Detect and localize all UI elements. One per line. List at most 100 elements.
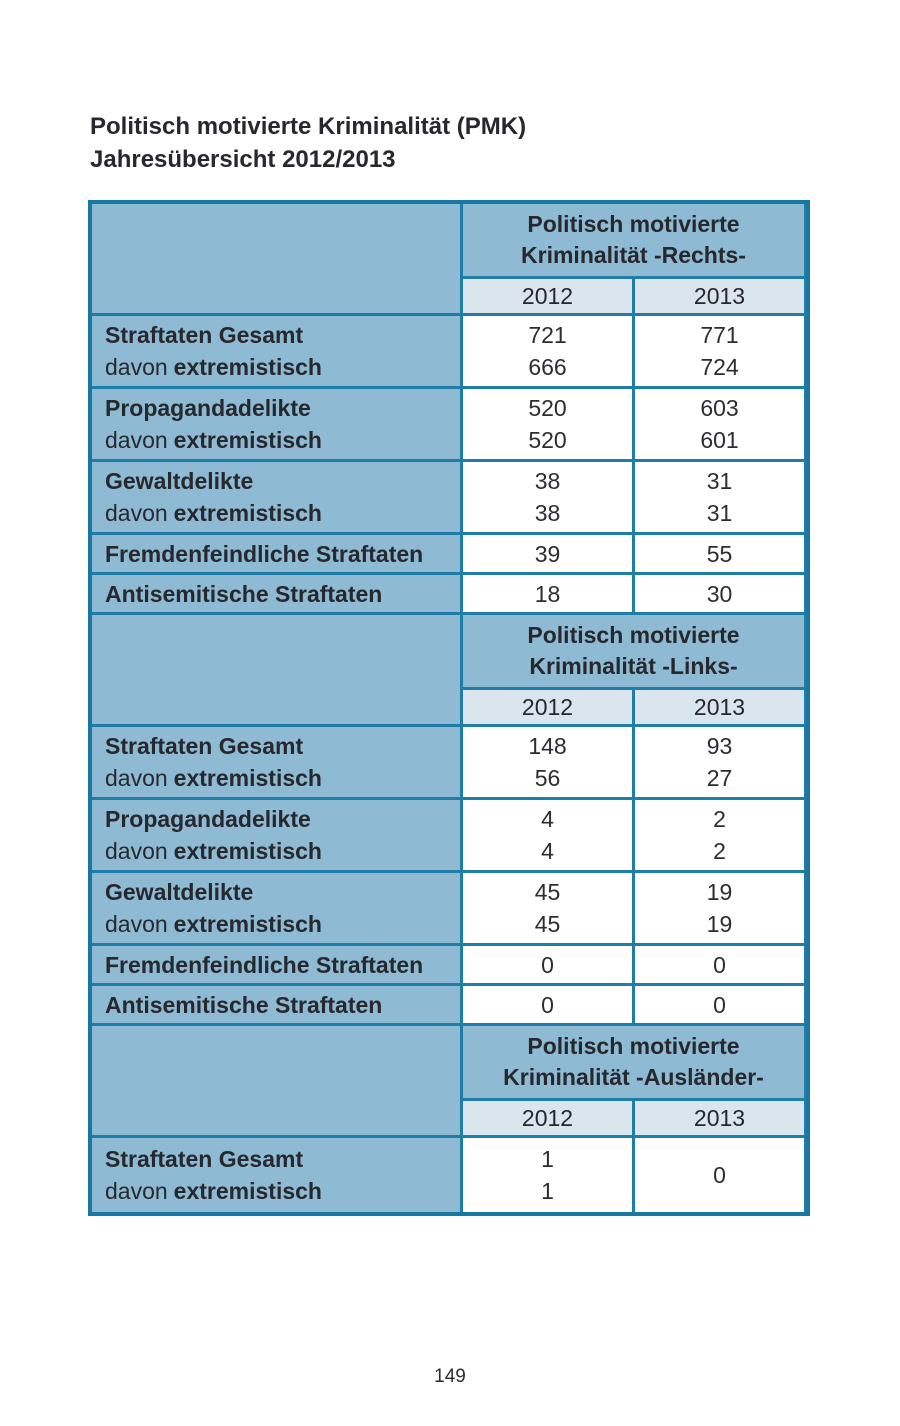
spacer-cell-links: [92, 615, 460, 724]
row-label-sub: davon extremistisch: [105, 497, 460, 529]
page-number: 149: [434, 1366, 466, 1387]
year-header-2013: 2013: [635, 690, 804, 724]
value-line: 56: [534, 765, 561, 791]
value-line: 45: [534, 911, 561, 937]
value-line: 4: [541, 806, 554, 832]
spacer-cell-rechts: [92, 204, 460, 313]
row-label-sub: davon extremistisch: [105, 351, 460, 383]
sub-prefix: davon: [105, 911, 168, 937]
row-label-main: Gewaltdelikte: [105, 879, 254, 905]
value-line: 27: [706, 765, 733, 791]
value-cell-2012: 520 520: [463, 389, 632, 459]
section-header-auslaender: Politisch motivierte Kriminalität -Auslä…: [463, 1026, 804, 1098]
sub-prefix: davon: [105, 354, 168, 380]
value-line: 771: [700, 322, 739, 348]
pmk-statistics-table: Politisch motivierte Kriminalität -Recht…: [88, 200, 810, 1216]
value-line: 38: [534, 468, 561, 494]
value-cell-2013: 31 31: [635, 462, 804, 532]
row-label-gewaltdelikte: Gewaltdelikte davon extremistisch: [92, 462, 460, 532]
value-line: 18: [534, 580, 561, 607]
sub-bold: extremistisch: [173, 1178, 322, 1204]
row-label-propagandadelikte: Propagandadelikte davon extremistisch: [92, 389, 460, 459]
value-line: 520: [528, 395, 567, 421]
value-cell-2013: 55: [635, 535, 804, 572]
value-line: 0: [713, 951, 726, 978]
value-line: 31: [706, 468, 733, 494]
value-cell-2012: 38 38: [463, 462, 632, 532]
value-line: 30: [706, 580, 733, 607]
row-label-straftaten-gesamt: Straftaten Gesamt davon extremistisch: [92, 727, 460, 797]
row-label-sub: davon extremistisch: [105, 424, 460, 456]
value-line: 2: [713, 838, 726, 864]
value-cell-2012: 721 666: [463, 316, 632, 386]
value-line: 0: [541, 951, 554, 978]
value-cell-2012: 148 56: [463, 727, 632, 797]
value-cell-2012: 4 4: [463, 800, 632, 870]
value-cell-2012: 0: [463, 946, 632, 983]
value-line: 31: [706, 500, 733, 526]
sub-bold: extremistisch: [173, 354, 322, 380]
value-line: 666: [528, 354, 567, 380]
value-cell-2012: 18: [463, 575, 632, 612]
spacer-cell-auslaender: [92, 1026, 460, 1135]
row-label-straftaten-gesamt: Straftaten Gesamt davon extremistisch: [92, 316, 460, 386]
header-line: Politisch motivierte: [527, 1033, 740, 1059]
value-line: 601: [700, 427, 739, 453]
header-line: Politisch motivierte: [527, 211, 740, 237]
row-label-main: Straftaten Gesamt: [105, 1146, 304, 1172]
value-line: 19: [706, 911, 733, 937]
header-line: Politisch motivierte: [527, 622, 740, 648]
row-label-sub: davon extremistisch: [105, 835, 460, 867]
sub-prefix: davon: [105, 1178, 168, 1204]
row-label-antisemitische: Antisemitische Straftaten: [92, 575, 460, 612]
row-label-sub: davon extremistisch: [105, 762, 460, 794]
value-cell-2013: 603 601: [635, 389, 804, 459]
row-label-main: Fremdenfeindliche Straftaten: [105, 540, 424, 567]
value-line: 19: [706, 879, 733, 905]
row-label-fremdenfeindliche: Fremdenfeindliche Straftaten: [92, 946, 460, 983]
row-label-main: Gewaltdelikte: [105, 468, 254, 494]
value-cell-2012: 0: [463, 986, 632, 1023]
row-label-fremdenfeindliche: Fremdenfeindliche Straftaten: [92, 535, 460, 572]
year-header-2013: 2013: [635, 279, 804, 313]
header-line: Kriminalität -Ausländer-: [503, 1064, 764, 1090]
row-label-main: Straftaten Gesamt: [105, 733, 304, 759]
value-cell-2012: 45 45: [463, 873, 632, 943]
section-header-rechts: Politisch motivierte Kriminalität -Recht…: [463, 204, 804, 276]
value-line: 721: [528, 322, 567, 348]
sub-bold: extremistisch: [173, 765, 322, 791]
sub-bold: extremistisch: [173, 427, 322, 453]
value-line: 45: [534, 879, 561, 905]
header-line: Kriminalität -Rechts-: [521, 242, 746, 268]
value-cell-2013: 0: [635, 1138, 804, 1212]
page-title: Politisch motivierte Kriminalität (PMK) …: [90, 110, 526, 176]
value-line: 39: [534, 540, 561, 567]
value-cell-2013: 30: [635, 575, 804, 612]
value-line: 0: [541, 991, 554, 1018]
sub-bold: extremistisch: [173, 500, 322, 526]
value-line: 520: [528, 427, 567, 453]
row-label-sub: davon extremistisch: [105, 908, 460, 940]
value-line: 4: [541, 838, 554, 864]
value-line: 1: [541, 1178, 554, 1204]
sub-prefix: davon: [105, 765, 168, 791]
title-line-1: Politisch motivierte Kriminalität (PMK): [90, 113, 527, 140]
value-cell-2013: 19 19: [635, 873, 804, 943]
row-label-main: Propagandadelikte: [105, 395, 311, 421]
row-label-propagandadelikte: Propagandadelikte davon extremistisch: [92, 800, 460, 870]
value-cell-2013: 2 2: [635, 800, 804, 870]
row-label-main: Straftaten Gesamt: [105, 322, 304, 348]
sub-prefix: davon: [105, 838, 168, 864]
section-header-links: Politisch motivierte Kriminalität -Links…: [463, 615, 804, 687]
year-header-2013: 2013: [635, 1101, 804, 1135]
value-cell-2012: 1 1: [463, 1138, 632, 1212]
value-line: 55: [706, 540, 733, 567]
row-label-main: Antisemitische Straftaten: [105, 991, 383, 1018]
year-header-2012: 2012: [463, 279, 632, 313]
value-cell-2012: 39: [463, 535, 632, 572]
title-line-2: Jahresübersicht 2012/2013: [90, 146, 396, 173]
value-line: 0: [713, 1162, 726, 1188]
sub-prefix: davon: [105, 427, 168, 453]
row-label-gewaltdelikte: Gewaltdelikte davon extremistisch: [92, 873, 460, 943]
value-line: 38: [534, 500, 561, 526]
